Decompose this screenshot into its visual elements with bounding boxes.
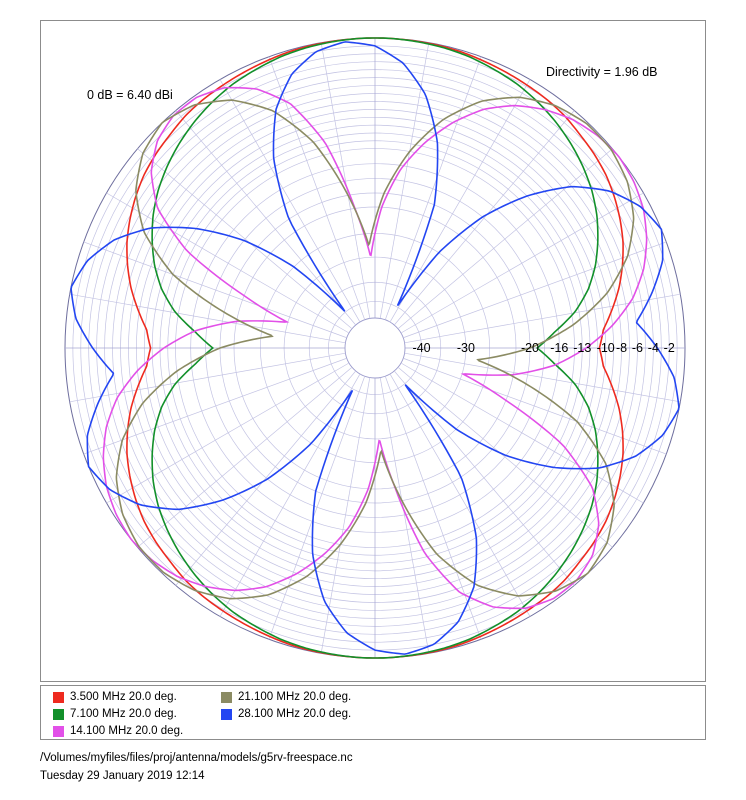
- grid-spoke: [394, 370, 575, 586]
- grid-spoke: [320, 42, 371, 319]
- timestamp: Tuesday 29 January 2019 12:14: [40, 770, 205, 782]
- grid-spoke: [397, 367, 613, 548]
- radial-tick-label: -4: [648, 341, 659, 355]
- pattern-curves: [70, 37, 680, 659]
- pattern-curve: [70, 41, 680, 655]
- radial-tick-label: -2: [664, 341, 675, 355]
- grid-spoke: [384, 56, 482, 320]
- radial-tick-label: -6: [632, 341, 643, 355]
- legend-label: 28.100 MHz 20.0 deg.: [238, 708, 352, 720]
- grid-spoke: [137, 148, 353, 329]
- legend-label: 3.500 MHz 20.0 deg.: [70, 691, 177, 703]
- grid-spoke: [106, 362, 350, 504]
- grid-spoke: [394, 110, 575, 326]
- pattern-curve: [115, 96, 635, 600]
- legend-swatch: [53, 725, 64, 737]
- pattern-curve: [151, 37, 599, 659]
- grid-spoke: [175, 370, 356, 586]
- grid-spoke: [137, 367, 353, 548]
- legend-label: 7.100 MHz 20.0 deg.: [70, 708, 177, 720]
- legend-entry-14100: 14.100 MHz 20.0 deg.: [53, 725, 183, 737]
- grid-spoke: [389, 373, 531, 617]
- grid-spoke: [389, 79, 531, 323]
- grid-spoke: [404, 293, 681, 344]
- radial-tick-labels: -40 -30 -20 -16 -13 -10 -8 -6 -4 -2: [413, 341, 675, 355]
- legend-entry-3500: 3.500 MHz 20.0 deg.: [53, 691, 177, 703]
- legend-label: 14.100 MHz 20.0 deg.: [70, 725, 184, 737]
- pattern-curve: [126, 37, 624, 659]
- pattern-curve: [102, 86, 648, 610]
- radial-tick-label: -10: [597, 341, 615, 355]
- grid-spoke: [69, 352, 346, 403]
- legend-swatch: [221, 691, 232, 703]
- grid-spoke: [379, 377, 430, 654]
- grid-spoke: [219, 79, 361, 323]
- legend-entry-28100: 28.100 MHz 20.0 deg.: [221, 708, 351, 720]
- grid-spoke: [404, 352, 681, 403]
- legend-entry-7100: 7.100 MHz 20.0 deg.: [53, 708, 177, 720]
- legend-swatch: [53, 691, 64, 703]
- legend-swatch: [221, 708, 232, 720]
- grid-spoke: [379, 42, 430, 319]
- grid-spoke: [106, 192, 350, 334]
- legend-label: 21.100 MHz 20.0 deg.: [238, 691, 352, 703]
- polar-plot: -40 -30 -20 -16 -13 -10 -8 -6 -4 -2: [64, 37, 686, 659]
- grid-spoke: [320, 377, 371, 654]
- grid-spoke: [400, 192, 644, 334]
- radial-tick-label: -20: [521, 341, 539, 355]
- radial-tick-label: -13: [573, 341, 591, 355]
- legend-swatch: [53, 708, 64, 720]
- grid-spoke: [400, 362, 644, 504]
- radial-tick-label: -16: [550, 341, 568, 355]
- polar-plot-panel: -40 -30 -20 -16 -13 -10 -8 -6 -4 -2 0 dB = 6.40 d…: [40, 20, 706, 682]
- radial-tick-label: -30: [457, 341, 475, 355]
- legend: 3.500 MHz 20.0 deg. 7.100 MHz 20.0 deg. …: [40, 685, 706, 740]
- legend-entry-21100: 21.100 MHz 20.0 deg.: [221, 691, 351, 703]
- file-path: /Volumes/myfiles/files/proj/antenna/mode…: [40, 752, 353, 764]
- grid-spoke: [268, 376, 366, 640]
- inner-ring: [344, 317, 406, 379]
- radial-tick-label: -8: [616, 341, 627, 355]
- grid-spoke: [397, 148, 613, 329]
- grid-spoke: [69, 293, 346, 344]
- grid-spoke: [219, 373, 361, 617]
- reference-annotation: 0 dB = 6.40 dBi: [87, 88, 173, 102]
- directivity-annotation: Directivity = 1.96 dB: [546, 65, 658, 79]
- grid-spoke: [175, 110, 356, 326]
- radial-tick-label: -40: [413, 341, 431, 355]
